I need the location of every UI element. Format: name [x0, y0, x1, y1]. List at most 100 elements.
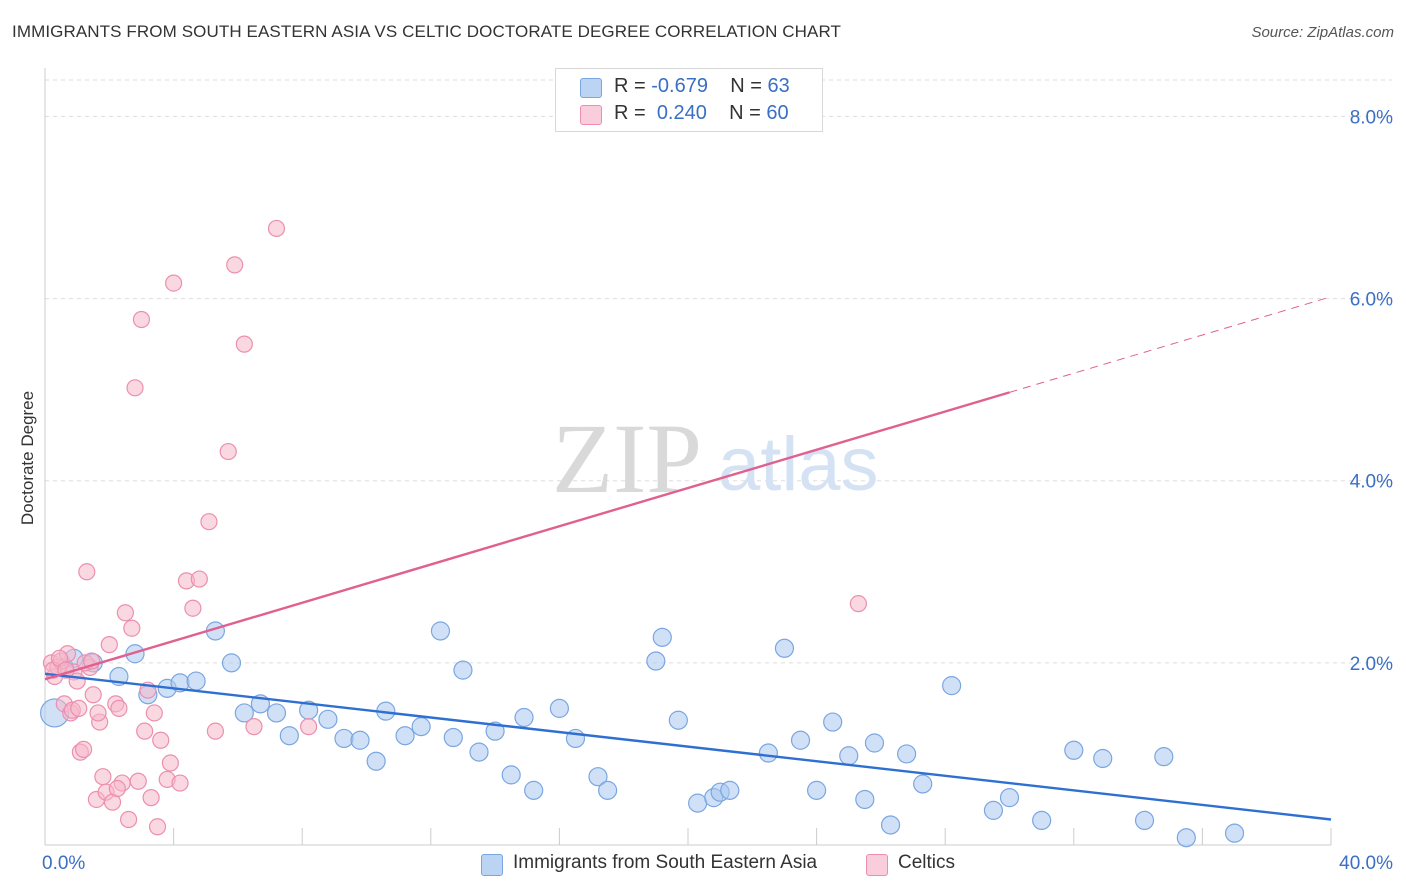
source-label: Source: ZipAtlas.com	[1251, 24, 1394, 41]
point-immigrants	[1224, 823, 1245, 843]
point-immigrants	[1176, 828, 1196, 848]
point-immigrants	[823, 712, 843, 732]
point-celtics	[161, 754, 179, 772]
point-immigrants	[774, 638, 795, 658]
point-immigrants	[514, 707, 534, 728]
point-immigrants	[652, 627, 672, 647]
watermark-zip: ZIP	[552, 403, 702, 514]
y-tick-label: 4.0%	[1350, 472, 1393, 493]
x-tick-label: 40.0%	[1339, 853, 1393, 874]
n-value: 60	[766, 102, 789, 124]
point-immigrants	[1093, 748, 1113, 769]
point-immigrants	[839, 746, 859, 766]
y-tick-label: 2.0%	[1350, 654, 1393, 675]
y-tick-label: 6.0%	[1350, 290, 1393, 311]
point-immigrants	[688, 793, 708, 813]
point-celtics	[300, 718, 318, 736]
point-celtics	[219, 442, 237, 461]
n-label: N =	[730, 75, 762, 97]
trend-layer	[44, 296, 1332, 821]
point-celtics	[89, 704, 107, 722]
point-celtics	[142, 789, 160, 807]
point-celtics	[110, 699, 128, 717]
point-immigrants	[125, 644, 145, 664]
point-immigrants	[720, 780, 740, 800]
series-legend: Immigrants from South Eastern Asia Celti…	[0, 852, 1406, 878]
point-immigrants	[279, 726, 299, 746]
point-immigrants	[453, 660, 473, 680]
point-immigrants	[588, 767, 608, 787]
point-immigrants	[501, 765, 521, 785]
point-immigrants	[790, 730, 811, 750]
point-immigrants	[806, 780, 827, 800]
point-celtics	[267, 219, 286, 238]
r-label: R =	[614, 75, 646, 97]
point-celtics	[116, 604, 134, 622]
point-immigrants	[668, 710, 688, 730]
point-celtics	[132, 310, 151, 329]
point-immigrants	[1154, 747, 1174, 767]
n-value: 63	[767, 75, 790, 97]
point-celtics	[108, 779, 126, 798]
point-immigrants	[395, 726, 415, 746]
legend-swatch-blue	[580, 78, 602, 98]
point-immigrants	[186, 671, 206, 691]
point-immigrants	[864, 733, 885, 753]
point-immigrants	[334, 728, 354, 749]
point-immigrants	[411, 717, 431, 737]
point-celtics	[171, 774, 189, 792]
point-immigrants	[1064, 740, 1084, 760]
watermark-atlas: atlas	[718, 422, 879, 507]
point-celtics	[84, 686, 102, 704]
r-value: -0.679	[651, 75, 708, 97]
point-immigrants	[758, 743, 778, 763]
point-immigrants	[913, 774, 933, 794]
point-celtics	[78, 563, 96, 581]
legend-swatch-pink	[580, 105, 602, 125]
point-immigrants	[221, 653, 242, 673]
point-immigrants	[430, 621, 451, 641]
point-celtics	[190, 570, 208, 588]
point-immigrants	[1134, 810, 1155, 831]
point-celtics	[123, 619, 141, 637]
point-celtics	[94, 768, 112, 786]
point-celtics	[126, 379, 144, 397]
point-immigrants	[266, 703, 287, 723]
point-celtics	[226, 256, 244, 274]
watermark: ZIP atlas	[552, 403, 879, 514]
point-immigrants	[646, 651, 666, 671]
point-celtics	[100, 636, 118, 654]
point-immigrants	[1032, 810, 1052, 831]
point-celtics	[74, 740, 93, 758]
point-celtics	[148, 818, 167, 836]
legend-swatch-pink	[866, 854, 888, 876]
point-immigrants	[942, 676, 962, 696]
point-celtics	[849, 595, 867, 613]
points-layer	[40, 219, 1245, 848]
point-immigrants	[485, 721, 505, 741]
r-label: R =	[614, 102, 646, 124]
legend-label: Celtics	[898, 852, 956, 873]
n-label: N =	[729, 102, 761, 124]
trendline-celtics	[44, 391, 1010, 681]
tick-label-layer: 2.0% 4.0% 6.0% 8.0% 0.0% 40.0%	[42, 107, 1393, 874]
point-celtics	[70, 699, 88, 717]
point-immigrants	[549, 698, 570, 718]
legend-label: Immigrants from South Eastern Asia	[513, 852, 818, 873]
point-immigrants	[318, 709, 338, 729]
point-celtics	[136, 722, 154, 740]
point-celtics	[235, 335, 253, 353]
y-tick-label: 8.0%	[1350, 107, 1393, 128]
trendline-immigrants	[44, 672, 1332, 821]
r-value: 0.240	[656, 102, 707, 124]
legend-swatch-blue	[481, 854, 503, 876]
chart-title: IMMIGRANTS FROM SOUTH EASTERN ASIA VS CE…	[12, 22, 842, 41]
point-celtics	[119, 810, 138, 829]
point-immigrants	[234, 703, 254, 723]
point-immigrants	[855, 789, 875, 810]
point-celtics	[200, 513, 218, 531]
trendline-celtics-extension	[1009, 296, 1332, 393]
point-celtics	[165, 274, 183, 292]
point-immigrants	[880, 815, 901, 835]
point-celtics	[152, 731, 170, 749]
